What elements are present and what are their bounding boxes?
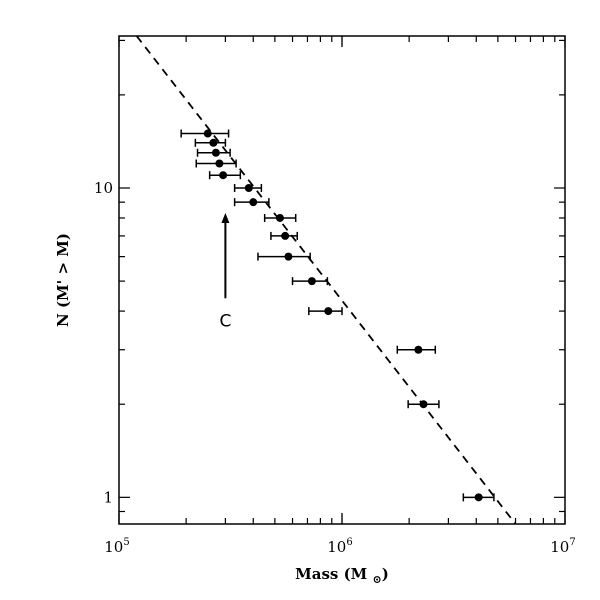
power-law-fit-line	[135, 35, 517, 525]
x-tick-label: 106	[327, 537, 352, 556]
y-axis-label: N (M' > M)	[54, 233, 72, 327]
x-axis-label-subscript: ⊙	[373, 573, 382, 586]
data-point	[324, 307, 333, 316]
data-point	[284, 252, 293, 261]
annotation-label: C	[219, 311, 231, 331]
data-point	[275, 213, 284, 222]
data-point	[209, 138, 218, 147]
data-point	[474, 493, 483, 502]
x-axis-label-close: )	[382, 565, 389, 583]
y-tick-label: 10	[94, 179, 113, 197]
plot-frame	[118, 35, 566, 525]
data-point	[244, 183, 253, 192]
data-point	[211, 148, 220, 157]
data-point	[414, 345, 423, 354]
annotation-arrowhead	[221, 213, 230, 224]
annotation-c: C	[219, 213, 231, 331]
data-point	[203, 129, 212, 138]
x-axis-label-text: Mass (M	[295, 565, 367, 583]
data-point	[215, 159, 224, 168]
x-tick-label: 105	[104, 537, 129, 556]
data-point	[219, 171, 228, 180]
data-point	[281, 231, 290, 240]
data-point	[307, 277, 316, 286]
data-points	[203, 129, 483, 502]
y-tick-label: 1	[103, 488, 113, 506]
tick-labels: 105 106 107 1 10	[94, 179, 576, 556]
data-point	[249, 198, 258, 207]
x-axis-label: Mass (M ⊙)	[295, 565, 389, 586]
x-tick-label: 107	[550, 537, 575, 556]
axis-ticks	[118, 36, 566, 524]
data-point	[419, 400, 428, 409]
